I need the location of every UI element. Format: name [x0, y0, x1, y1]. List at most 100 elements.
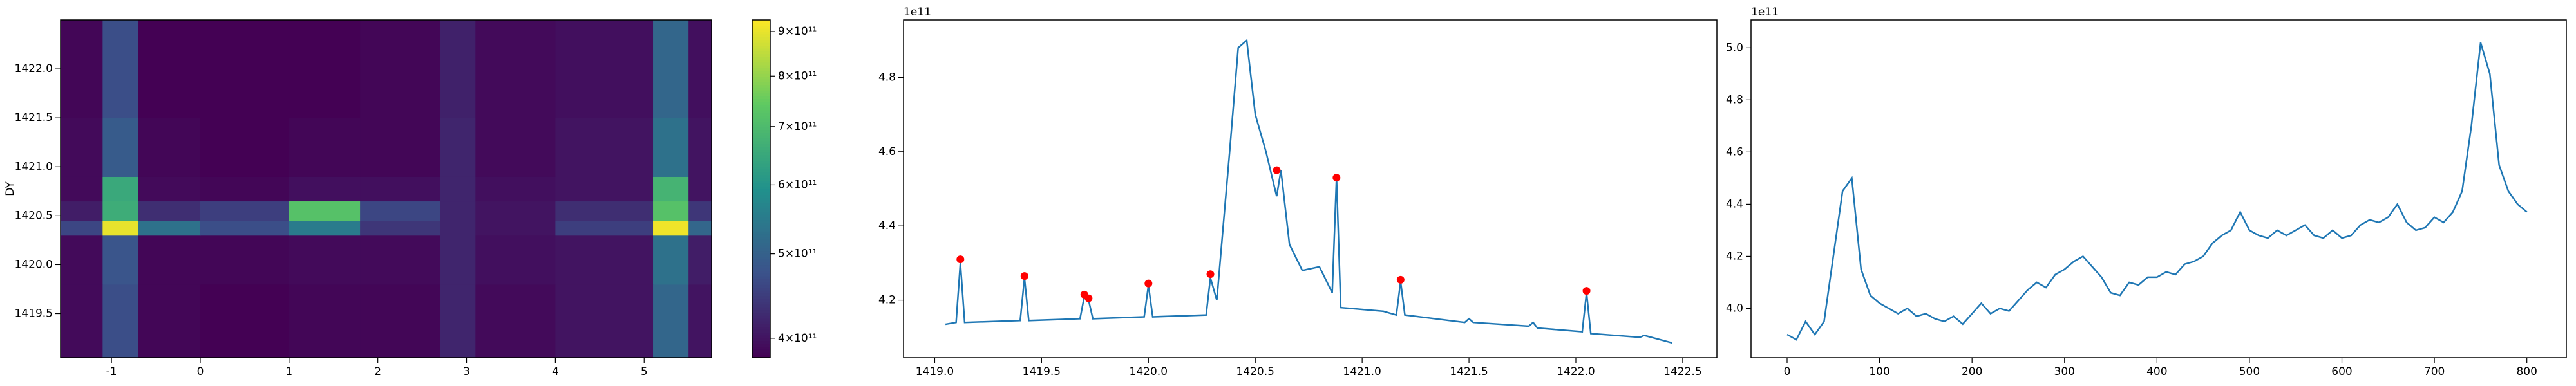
colorbar-strip	[752, 172, 770, 176]
heatmap-cell	[555, 20, 654, 118]
colorbar-strip	[752, 340, 770, 344]
colorbar-tick-label: 7×10¹¹	[778, 120, 817, 133]
colorbar-strip	[752, 268, 770, 271]
colorbar-strip	[752, 70, 770, 74]
x-tick-label: -1	[106, 365, 117, 378]
colorbar-strip	[752, 214, 770, 217]
colorbar-strip	[752, 78, 770, 82]
colorbar-strip	[752, 76, 770, 80]
heatmap-cell	[61, 284, 103, 358]
colorbar-strip	[752, 90, 770, 94]
heatmap-cell	[138, 20, 201, 118]
y-tick-label: 4.2	[1726, 250, 1743, 262]
colorbar-strip	[752, 110, 770, 113]
heatmap-cell	[440, 201, 476, 221]
heatmap-cell	[555, 235, 654, 285]
heatmap-cell	[688, 201, 712, 221]
colorbar-strip	[752, 231, 770, 235]
x-tick-label: 2	[374, 365, 381, 378]
x-tick-label: 500	[2239, 365, 2260, 378]
colorbar-strip	[752, 301, 770, 305]
colorbar-strip	[752, 225, 770, 229]
heatmap-cell	[138, 284, 201, 358]
colorbar-strip	[752, 329, 770, 333]
heatmap-cell	[475, 220, 556, 236]
colorbar-strip	[752, 65, 770, 68]
heatmap-cell	[360, 176, 440, 202]
y-tick-label: 4.0	[1726, 302, 1743, 315]
colorbar-strip	[752, 28, 770, 32]
x-tick-label: 1421.5	[1450, 365, 1488, 378]
colorbar-strip	[752, 33, 770, 37]
colorbar-strip	[752, 23, 770, 26]
colorbar-strip	[752, 284, 770, 288]
colorbar-strip	[752, 335, 770, 338]
colorbar-strip	[752, 59, 770, 63]
colorbar-strip	[752, 127, 770, 131]
colorbar-strip	[752, 138, 770, 142]
y-tick-label: 4.8	[1726, 93, 1743, 106]
colorbar-strip	[752, 349, 770, 353]
heatmap-cell	[475, 118, 556, 177]
colorbar-strip	[752, 186, 770, 190]
heatmap-cell	[360, 118, 440, 177]
colorbar-strip	[752, 307, 770, 311]
colorbar-strip	[752, 160, 770, 164]
colorbar-strip	[752, 208, 770, 212]
colorbar-strip	[752, 42, 770, 46]
colorbar-strip	[752, 87, 770, 91]
heatmap-cell	[102, 118, 138, 177]
colorbar-strip	[752, 178, 770, 181]
colorbar-strip	[752, 313, 770, 316]
colorbar-strip	[752, 217, 770, 221]
colorbar-strip	[752, 250, 770, 254]
colorbar-strip	[752, 124, 770, 127]
colorbar-strip	[752, 155, 770, 158]
colorbar-strip	[752, 324, 770, 327]
heatmap-cell	[200, 235, 290, 285]
colorbar-strip	[752, 338, 770, 342]
y-tick-label: 4.6	[878, 145, 896, 158]
colorbar-strip	[752, 281, 770, 285]
x-tick-label: 600	[2331, 365, 2352, 378]
heatmap-cell	[475, 176, 556, 202]
heatmap-cell	[138, 220, 201, 236]
colorbar-strip	[752, 197, 770, 201]
heatmap-cell	[200, 176, 290, 202]
colorbar-strip	[752, 158, 770, 161]
colorbar-strip	[752, 31, 770, 35]
y-tick-label: 1419.5	[15, 308, 53, 320]
heatmap-cell	[555, 176, 654, 202]
colorbar-strip	[752, 223, 770, 226]
colorbar-tick-label: 8×10¹¹	[778, 69, 817, 82]
colorbar-strip	[752, 270, 770, 274]
y-tick-label: 5.0	[1726, 41, 1743, 54]
colorbar-strip	[752, 84, 770, 88]
heatmap-cell	[555, 220, 654, 236]
heatmap-cell	[653, 284, 689, 358]
colorbar-tick-label: 9×10¹¹	[778, 25, 817, 38]
heatmap-cell	[555, 284, 654, 358]
colorbar-strip	[752, 152, 770, 156]
colorbar-strip	[752, 143, 770, 147]
heatmap-cell	[688, 235, 712, 285]
heatmap-cell	[138, 176, 201, 202]
heatmap-cell	[653, 118, 689, 177]
axes-frame	[60, 19, 712, 358]
colorbar-strip	[752, 37, 770, 41]
colorbar-strip	[752, 56, 770, 60]
heatmap-cell	[475, 284, 556, 358]
heatmap-cell	[200, 20, 290, 118]
heatmap-cell	[440, 176, 476, 202]
peak-marker	[1206, 270, 1215, 279]
colorbar-strip	[752, 51, 770, 55]
colorbar-strip	[752, 290, 770, 293]
heatmap-cell	[102, 20, 138, 118]
y-tick-label: 4.2	[878, 294, 896, 307]
heatmap-cell	[102, 235, 138, 285]
heatmap-cell	[289, 118, 361, 177]
colorbar-strip	[752, 121, 770, 125]
colorbar-strip	[752, 73, 770, 77]
colorbar-strip	[752, 25, 770, 29]
